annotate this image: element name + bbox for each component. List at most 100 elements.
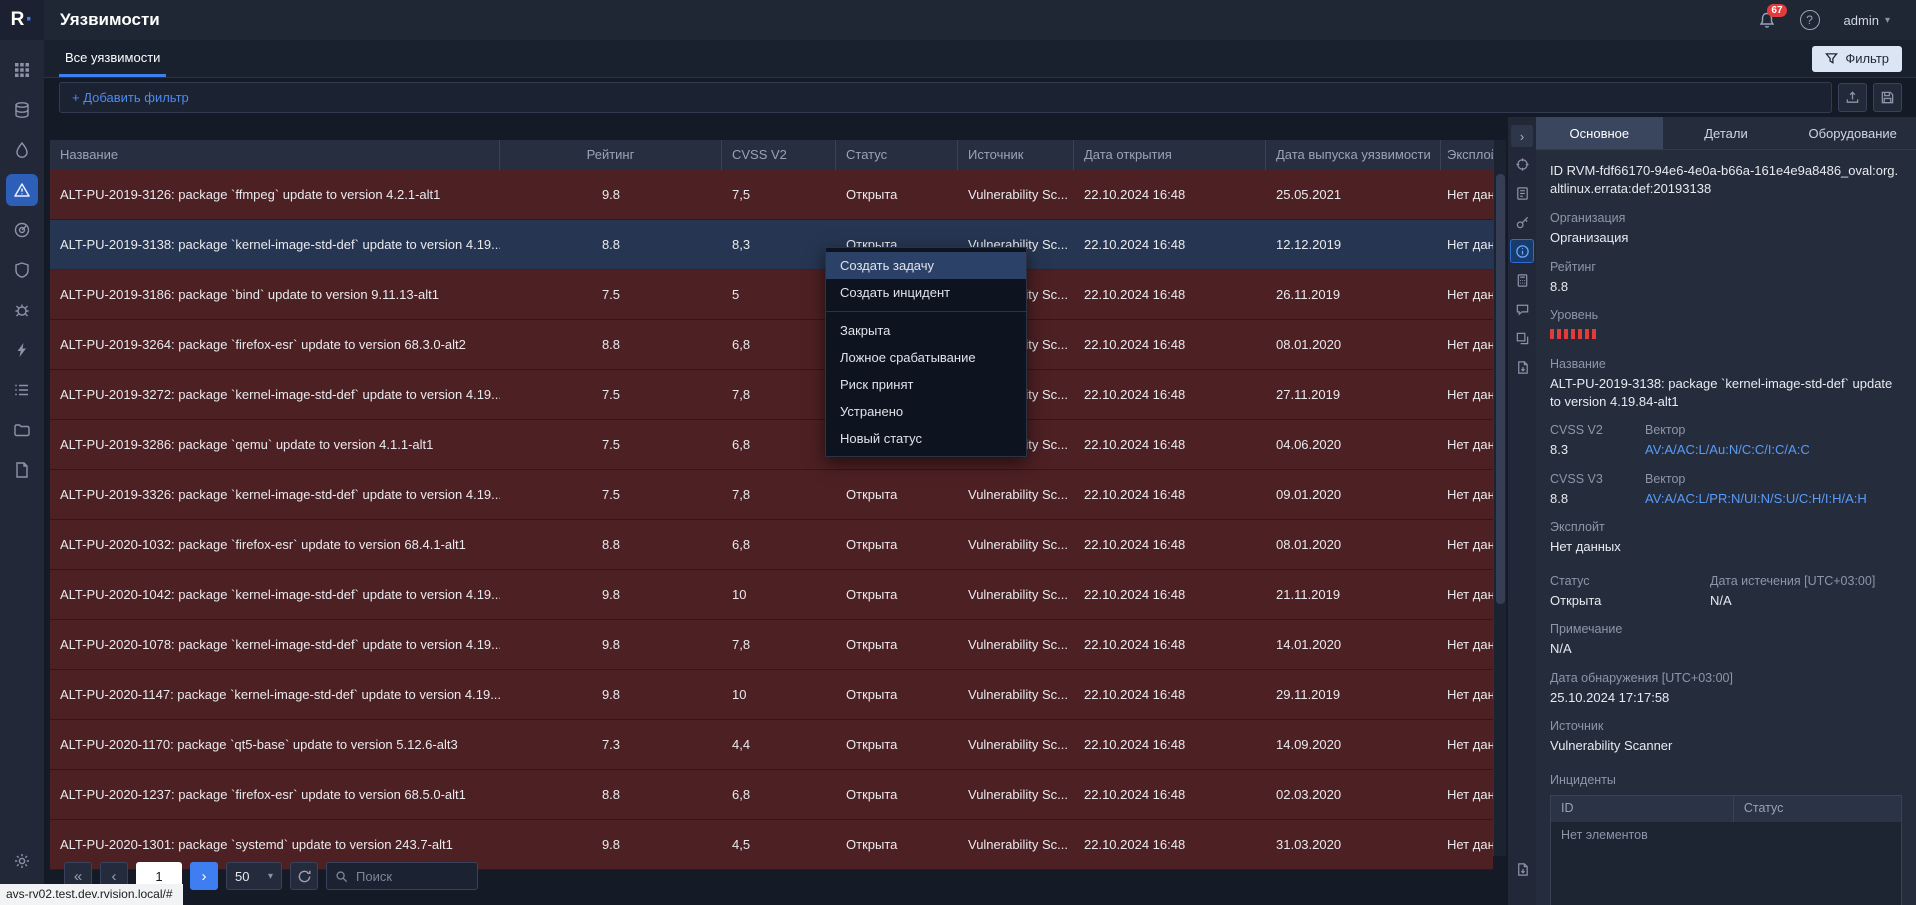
sidebar-item-vulnerabilities[interactable] <box>0 170 44 210</box>
app-logo[interactable]: R · <box>0 0 44 40</box>
notifications-button[interactable]: 67 <box>1758 4 1787 29</box>
cell-cvss2: 10 <box>732 587 747 602</box>
sidebar-item-drop[interactable] <box>0 130 44 170</box>
form-tool-button[interactable] <box>1510 181 1534 205</box>
context-menu-item[interactable]: Закрыта <box>840 323 891 338</box>
sidebar-item-tasks[interactable] <box>0 370 44 410</box>
calculator-tool-button[interactable] <box>1510 268 1534 292</box>
table-row[interactable]: ALT-PU-2020-1170: package `qt5-base` upd… <box>50 720 1493 770</box>
column-header[interactable]: Эксплой... <box>1447 147 1493 162</box>
help-button[interactable]: ? <box>1799 10 1820 30</box>
save-view-button[interactable] <box>1873 82 1902 112</box>
vuln-table-header: Название Рейтинг CVSS V2 Статус Источник Дата… <box>50 140 1493 170</box>
column-header[interactable]: Название <box>50 140 500 170</box>
sidebar-item-reports[interactable] <box>0 450 44 490</box>
cell-source: Vulnerability Sc... <box>968 537 1068 552</box>
context-menu-item[interactable]: Риск принят <box>840 377 914 392</box>
related-windows-button[interactable] <box>1510 326 1534 350</box>
calculator-icon <box>1515 273 1530 288</box>
filter-button[interactable]: Фильтр <box>1812 45 1902 72</box>
cell-status: Открыта <box>846 737 898 752</box>
table-row[interactable]: ALT-PU-2019-3286: package `qemu` update … <box>50 420 1493 470</box>
field-value: Vulnerability Scanner <box>1550 738 1673 754</box>
level-indicator <box>1550 326 1902 344</box>
column-header[interactable]: Дата выпуска уязвимости <box>1266 140 1441 170</box>
table-row[interactable]: ALT-PU-2020-1301: package `systemd` upda… <box>50 820 1493 870</box>
tab-equipment[interactable]: Оборудование <box>1789 117 1916 149</box>
field-organization: Организация Организация <box>1550 211 1902 247</box>
column-header[interactable]: CVSS V2 <box>722 140 836 170</box>
target-tool-button[interactable] <box>1510 152 1534 176</box>
table-row[interactable]: ALT-PU-2020-1042: package `kernel-image-… <box>50 570 1493 620</box>
collapse-panel-button[interactable]: › <box>1511 125 1533 147</box>
column-header[interactable]: Дата открытия <box>1074 140 1266 170</box>
cell-name: ALT-PU-2020-1032: package `firefox-esr` … <box>60 537 466 552</box>
context-menu-item[interactable]: Новый статус <box>840 431 922 446</box>
column-header[interactable]: Рейтинг <box>500 140 722 170</box>
export-button[interactable] <box>1838 82 1867 112</box>
add-filter-button[interactable]: + Добавить фильтр <box>59 81 1832 113</box>
sidebar-item-events[interactable] <box>0 330 44 370</box>
cvss2-vector-link[interactable]: AV:A/AC:L/Au:N/C:C/I:C/A:C <box>1645 442 1810 458</box>
context-menu-item[interactable]: Устранено <box>840 404 904 419</box>
key-tool-button[interactable] <box>1510 210 1534 234</box>
key-icon <box>1515 215 1530 230</box>
cell-exploit: Нет дан... <box>1447 437 1493 452</box>
bottom-export-button[interactable] <box>1510 857 1534 881</box>
tab-details[interactable]: Детали <box>1663 117 1790 149</box>
context-menu-item[interactable]: Создать задачу <box>826 252 1026 279</box>
sidebar-item-malware[interactable] <box>0 290 44 330</box>
refresh-button[interactable] <box>290 862 318 890</box>
table-row[interactable]: ALT-PU-2019-3326: package `kernel-image-… <box>50 470 1493 520</box>
table-row[interactable]: ALT-PU-2019-3186: package `bind` update … <box>50 270 1493 320</box>
tab-all-vulnerabilities[interactable]: Все уязвимости <box>59 40 167 77</box>
cell-name: ALT-PU-2019-3186: package `bind` update … <box>60 287 439 302</box>
table-row[interactable]: ALT-PU-2020-1032: package `firefox-esr` … <box>50 520 1493 570</box>
table-row[interactable]: ALT-PU-2019-3272: package `kernel-image-… <box>50 370 1493 420</box>
cvss3-vector-link[interactable]: AV:A/AC:L/PR:N/UI:N/S:U/C:H/I:H/A:H <box>1645 490 1867 506</box>
column-header[interactable]: Статус <box>836 140 958 170</box>
search-input[interactable] <box>354 867 469 885</box>
cell-rating: 7.5 <box>601 487 621 502</box>
page-size-select[interactable]: 50 ▾ <box>226 862 282 890</box>
search-icon <box>335 870 348 883</box>
sidebar-item-assets[interactable] <box>0 90 44 130</box>
table-row[interactable]: ALT-PU-2020-1147: package `kernel-image-… <box>50 670 1493 720</box>
cell-name: ALT-PU-2020-1147: package `kernel-image-… <box>60 687 500 702</box>
sidebar-item-radar[interactable] <box>0 210 44 250</box>
sidebar-item-shield[interactable] <box>0 250 44 290</box>
sidebar-item-settings[interactable] <box>0 841 44 881</box>
column-header[interactable]: Источник <box>958 140 1074 170</box>
details-panel: Основное Детали Оборудование ID RVM-fdf6… <box>1536 117 1916 905</box>
column-header: ID <box>1551 795 1734 822</box>
field-level: Уровень <box>1550 308 1902 344</box>
field-label: Вектор <box>1645 423 1686 438</box>
radar-icon <box>13 221 31 239</box>
status-bar-link: avs-rv02.test.dev.rvision.local/# <box>0 884 183 905</box>
next-page-button[interactable]: › <box>190 862 218 890</box>
field-detect-date: Дата обнаружения [UTC+03:00] 25.10.2024 … <box>1550 671 1902 707</box>
warning-triangle-icon <box>6 174 38 206</box>
context-menu-item[interactable]: Создать инцидент <box>840 285 951 300</box>
scrollbar-thumb[interactable] <box>1495 174 1505 604</box>
comments-tool-button[interactable] <box>1510 297 1534 321</box>
sidebar-item-apps[interactable] <box>0 50 44 90</box>
table-row[interactable]: ALT-PU-2020-1237: package `firefox-esr` … <box>50 770 1493 820</box>
cell-rating: 9.8 <box>601 687 621 702</box>
page-size-value: 50 <box>235 868 250 884</box>
table-scrollbar[interactable] <box>1493 140 1506 856</box>
tab-main[interactable]: Основное <box>1536 117 1663 149</box>
context-menu-item[interactable]: Ложное срабатывание <box>840 350 976 365</box>
doc-export-icon <box>1515 862 1530 877</box>
sidebar-item-catalog[interactable] <box>0 410 44 450</box>
doc-export-button[interactable] <box>1510 355 1534 379</box>
cell-source: Vulnerability Sc... <box>968 837 1068 852</box>
table-row[interactable]: ALT-PU-2020-1078: package `kernel-image-… <box>50 620 1493 670</box>
info-tool-button[interactable] <box>1510 239 1534 263</box>
table-row[interactable]: ALT-PU-2019-3264: package `firefox-esr` … <box>50 320 1493 370</box>
table-row[interactable]: ALT-PU-2019-3138: package `kernel-image-… <box>50 220 1493 270</box>
user-menu[interactable]: admin ▾ <box>1844 13 1890 28</box>
table-row[interactable]: ALT-PU-2019-3126: package `ffmpeg` updat… <box>50 170 1493 220</box>
tab-label: Оборудование <box>1808 125 1897 141</box>
